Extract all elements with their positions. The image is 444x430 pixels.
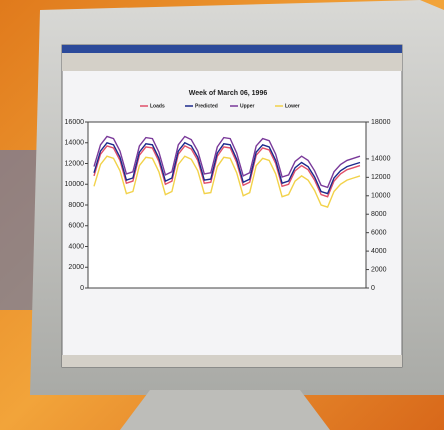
y-tick-label: 8000	[68, 202, 84, 209]
legend-label: Lower	[285, 103, 300, 109]
monitor-stand	[120, 390, 330, 430]
window-statusbar	[62, 355, 402, 367]
y-tick-label: 14000	[65, 140, 85, 147]
window-titlebar	[62, 45, 402, 53]
y2-tick-label: 2000	[371, 266, 387, 273]
chart-title: Week of March 06, 1996	[189, 90, 268, 97]
page: {"chart_data":{"type":"line","title":"We…	[0, 0, 444, 430]
y2-tick-label: 0	[371, 285, 375, 292]
legend-label: Loads	[150, 103, 165, 109]
y-tick-label: 10000	[65, 181, 85, 188]
y2-tick-label: 4000	[371, 248, 387, 255]
y-tick-label: 4000	[68, 243, 84, 250]
legend-label: Upper	[240, 103, 255, 109]
y-tick-label: 2000	[68, 264, 84, 271]
legend-label: Predicted	[195, 103, 218, 109]
y2-tick-label: 12000	[371, 174, 391, 181]
y-tick-label: 0	[80, 285, 84, 292]
y2-tick-label: 8000	[371, 211, 387, 218]
y-tick-label: 16000	[65, 119, 85, 126]
window-toolbar	[62, 53, 402, 71]
y2-tick-label: 18000	[371, 119, 391, 126]
y2-tick-label: 6000	[371, 230, 387, 237]
y2-tick-label: 14000	[371, 156, 391, 163]
y-tick-label: 6000	[68, 223, 84, 230]
y2-tick-label: 10000	[371, 193, 391, 200]
y-tick-label: 12000	[65, 160, 85, 167]
scene: Week of March 06, 1996 0 2000 4000 6000 8000…	[0, 0, 444, 430]
